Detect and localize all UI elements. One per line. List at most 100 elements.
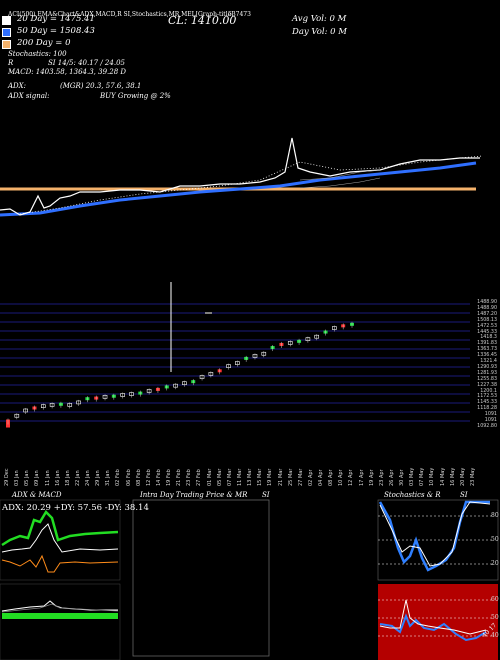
stoch-level-80: 80 [491, 512, 499, 519]
date-axis-label: 21 Feb [176, 469, 183, 486]
date-axis-label: 01 Mar [206, 468, 213, 486]
day-volume: Day Vol: 0 M [292, 27, 347, 37]
date-axis-label: 21 Mar [277, 468, 284, 486]
date-axis-label: 03 Jan [14, 470, 21, 486]
price-axis-label: 1091 [484, 412, 497, 418]
date-axis-label: 19 Feb [166, 469, 173, 486]
price-axis-label: 1281.93 [477, 370, 497, 376]
date-axis-label: 08 Feb [135, 469, 142, 486]
rsi-blue-line [379, 613, 487, 642]
date-axis-label: 08 Apr [328, 469, 335, 486]
stoch-level-20: 20 [491, 560, 499, 567]
date-axis-label: 15 Mar [257, 468, 264, 486]
date-axis-label: 20 May [459, 467, 466, 486]
macd-histogram [2, 613, 118, 619]
date-axis-label: 12 Apr [348, 469, 355, 486]
date-axis-label: 25 Mar [287, 468, 294, 486]
candles-group [6, 321, 354, 428]
price-axis-label: 1091 [484, 418, 497, 424]
price-axis-label: 1118.28 [477, 406, 497, 412]
stoch-title: Stochastics & R [384, 491, 441, 499]
date-axis-label: 22 Jan [74, 470, 81, 486]
adx-macd-title: ADX & MACD [12, 491, 62, 499]
date-axis-label: 06 Feb [125, 469, 132, 486]
avg-volume: Avg Vol: 0 M [292, 14, 347, 24]
price-axis-label: 1508.13 [477, 317, 497, 323]
price-axis-label: 1336.45 [477, 353, 497, 359]
price-axis-label: 1391.83 [477, 341, 497, 347]
date-axis-label: 03 May [409, 467, 416, 486]
stoch-level-50: 50 [491, 536, 499, 543]
date-axis-label: 02 Feb [115, 469, 122, 486]
date-axis-label: 23 Apr [378, 469, 385, 486]
date-axis-label: 10 May [429, 467, 436, 486]
rsi-label: R [8, 59, 14, 67]
stochastics-value: Stochastics: 100 [8, 50, 67, 58]
rsi-level-40: 40 [491, 632, 499, 639]
envelope-upper [299, 169, 381, 181]
header-top-line: ACI(500) EMA&Chart&ADX,MACD,R SI,Stochas… [8, 11, 234, 18]
date-axis-label: 05 Jan [24, 470, 31, 486]
adx-orange-line [1, 554, 119, 573]
rsi-white-line [379, 599, 487, 635]
date-axis-label: 11 Mar [237, 468, 243, 486]
date-axis-label: 29 Jan [95, 470, 102, 486]
mid-code: 537473 [228, 11, 251, 18]
date-axis-label: 09 Jan [34, 470, 41, 486]
rsi-level-50: 50 [491, 614, 499, 621]
trend-dotted [19, 155, 483, 215]
price-axis-label: 1418.3 [480, 335, 497, 341]
date-axis-label: 18 Jan [64, 470, 71, 486]
date-axis-label: 31 Jan [105, 470, 112, 486]
date-axis-label: 16 Jan [54, 470, 61, 486]
date-axis-label: 07 May [419, 467, 426, 486]
date-axis-label: 30 Apr [399, 469, 406, 486]
stoch-si: SI [460, 491, 468, 499]
price-gridlines [0, 303, 470, 422]
ema200-label: 200 Day = 0 [17, 38, 71, 48]
price-axis-label: 1445.33 [477, 329, 497, 335]
adx-mgr: (MGR) 20.3, 57.6, 38.1 [60, 82, 142, 90]
stoch-white-line [379, 501, 491, 567]
price-axis-label: 1200.1 [480, 388, 497, 394]
date-axis-label: 23 May [470, 467, 476, 486]
date-axis-label: 17 Apr [358, 469, 365, 486]
date-axis-label: 14 May [439, 467, 446, 486]
ema200-swatch [2, 40, 11, 49]
date-axis-label: 04 Apr [318, 469, 325, 486]
macd-grey-line [1, 603, 119, 613]
date-axis-label: 27 Feb [196, 469, 203, 486]
price-axis-label: 1472.53 [477, 323, 497, 329]
price-axis-label: 1363.73 [477, 347, 497, 353]
rsi-value: SI 14/5: 40.17 / 24.05 [48, 59, 125, 67]
intraday-si: SI [262, 491, 270, 499]
date-axis-label: 14 Feb [155, 469, 162, 486]
price-axis-label: 1092.80 [477, 424, 497, 429]
adx-signal-value: BUY Growing @ 2% [100, 92, 171, 100]
date-axis-label: 13 Mar [247, 468, 254, 486]
close-price: CL: 1410.00 [168, 14, 237, 27]
date-axis-label: 26 Apr [388, 469, 395, 486]
date-axis-label: 27 Mar [297, 468, 304, 486]
ema50-label: 50 Day = 1508.43 [17, 26, 95, 36]
price-axis-label: 1488.90 [477, 300, 497, 305]
date-axis-label: 11 Jan [44, 470, 51, 486]
ema50-line [0, 161, 477, 217]
macd-panel-bg [0, 583, 121, 660]
envelope-lower [299, 177, 381, 189]
stoch-blue-line [378, 500, 490, 572]
date-axis-label: 12 Feb [145, 469, 152, 486]
price-axis-label: 1227.38 [477, 382, 497, 388]
date-axis-label: 19 Mar [267, 468, 274, 486]
date-axis-label: 07 Mar [226, 468, 233, 486]
date-axis-label: 19 Apr [368, 469, 375, 486]
date-axis-label: 10 Apr [338, 469, 345, 486]
intraday-title: Intra Day Trading Price & MR [140, 491, 248, 499]
date-axis-label: 02 Apr [307, 469, 314, 486]
date-axis-label: 29 Dec [4, 468, 10, 486]
rsi-level-60: 60 [491, 596, 499, 603]
price-axis-label: 1255.83 [477, 376, 497, 382]
adx-readout: ADX: 20.29 +DY: 57.56 -DY: 38.14 [2, 503, 149, 513]
price-axis-label: 1488.90 [477, 305, 497, 311]
